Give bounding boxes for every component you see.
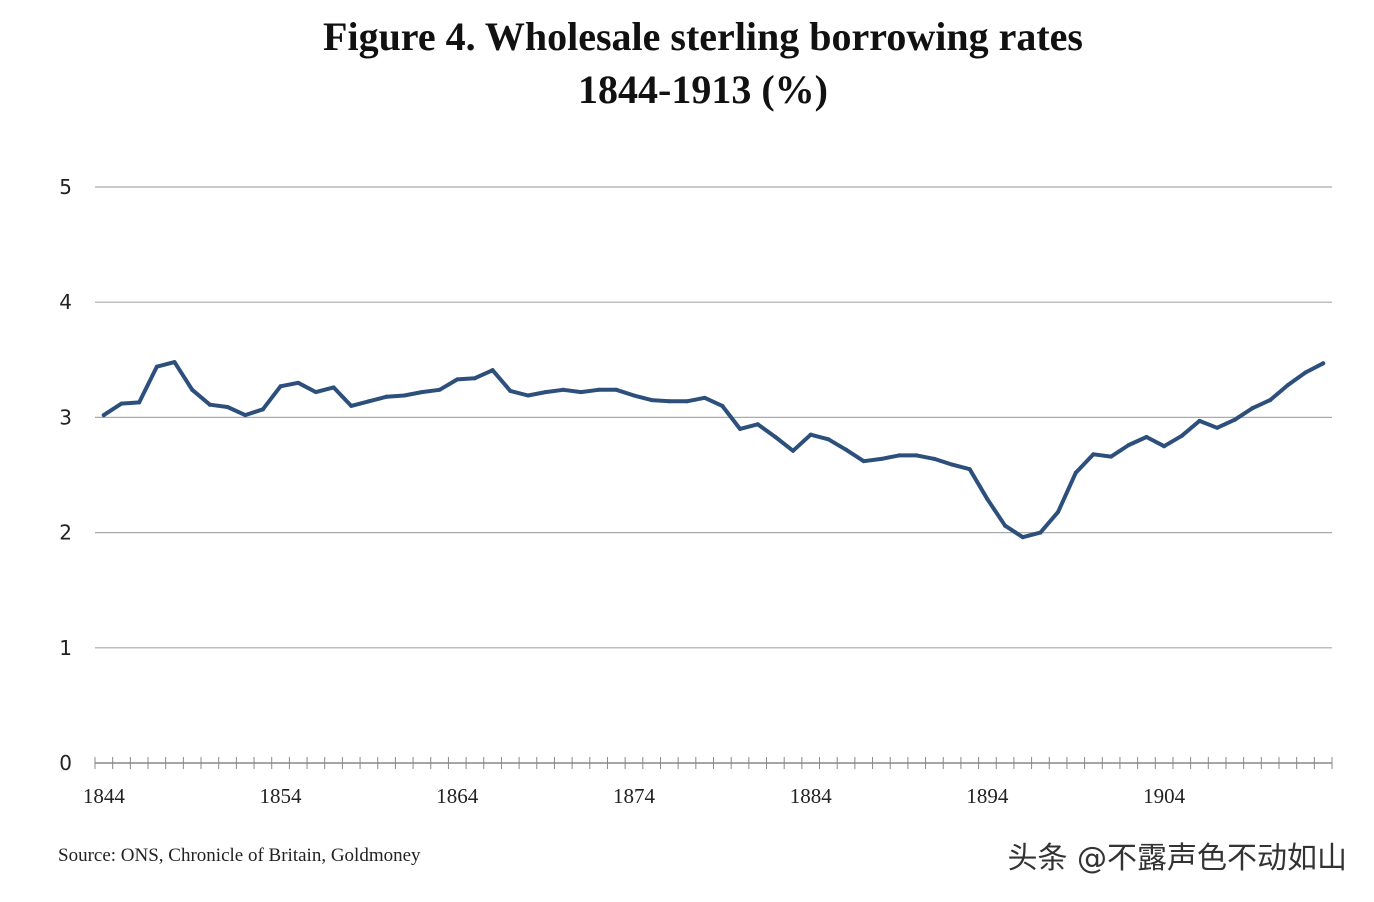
data-point (137, 400, 142, 405)
data-point (826, 437, 831, 442)
data-point (808, 432, 813, 437)
data-point (897, 453, 902, 458)
data-point (1321, 361, 1326, 366)
data-point (950, 462, 955, 467)
data-point (596, 387, 601, 392)
data-point (1285, 383, 1290, 388)
y-tick-label: 4 (59, 290, 72, 314)
data-point (879, 456, 884, 461)
x-axis: 1844 1854 1864 1874 1884 1894 1904 (83, 757, 1333, 808)
y-tick-label: 1 (59, 636, 72, 660)
data-point (402, 393, 407, 398)
y-tick-label: 2 (59, 521, 72, 545)
data-point (649, 398, 654, 403)
data-point (1268, 398, 1273, 403)
data-point (1232, 417, 1237, 422)
series-line-0 (101, 360, 1326, 540)
data-point (738, 426, 743, 431)
y-tick-label: 5 (59, 175, 72, 199)
data-point (667, 399, 672, 404)
data-point (773, 434, 778, 439)
data-point (437, 387, 442, 392)
x-tick-label: 1904 (1143, 784, 1186, 808)
data-point (1197, 418, 1202, 423)
data-point (366, 399, 371, 404)
data-point (1003, 523, 1008, 528)
data-point (278, 384, 283, 389)
data-point (419, 390, 424, 395)
data-point (1109, 454, 1114, 459)
data-point (472, 376, 477, 381)
gridlines (95, 186, 1332, 649)
chart-title-line-2: 1844-1913 (%) (578, 67, 828, 112)
data-point (985, 497, 990, 502)
y-tick-label: 0 (59, 751, 72, 775)
data-point (1250, 406, 1255, 411)
data-point (1038, 530, 1043, 535)
data-point (190, 387, 195, 392)
x-tick-label: 1864 (436, 784, 479, 808)
chart-title-line-1: Figure 4. Wholesale sterling borrowing r… (323, 14, 1083, 59)
data-point (861, 459, 866, 464)
data-point (225, 405, 230, 410)
data-point (614, 387, 619, 392)
watermark: 头条 @不露声色不动如山 (1007, 841, 1347, 876)
data-point (313, 390, 318, 395)
data-point (331, 385, 336, 390)
data-point (207, 402, 212, 407)
data-point (791, 448, 796, 453)
data-point (101, 413, 106, 418)
data-point (119, 401, 124, 406)
data-point (525, 393, 530, 398)
data-point (508, 388, 513, 393)
data-point (260, 407, 265, 412)
data-point (490, 368, 495, 373)
data-point (561, 387, 566, 392)
source-note: Source: ONS, Chronicle of Britain, Goldm… (58, 845, 421, 866)
data-point (755, 422, 760, 427)
data-point (631, 393, 636, 398)
data-point (702, 395, 707, 400)
data-point (1303, 370, 1308, 375)
data-point (455, 377, 460, 382)
y-tick-label: 3 (59, 405, 72, 429)
data-point (720, 403, 725, 408)
data-point (932, 456, 937, 461)
data-point (967, 467, 972, 472)
data-point (154, 364, 159, 369)
x-tick-label: 1844 (83, 784, 126, 808)
data-point (914, 453, 919, 458)
x-tick-label: 1854 (260, 784, 303, 808)
data-point (1091, 452, 1096, 457)
data-point (1073, 470, 1078, 475)
data-point (543, 390, 548, 395)
series-group (101, 360, 1326, 540)
x-tick-label: 1874 (613, 784, 656, 808)
data-point (172, 360, 177, 365)
data-point (1056, 509, 1061, 514)
data-point (243, 413, 248, 418)
data-point (1179, 433, 1184, 438)
y-axis: 0 1 2 3 4 5 (59, 175, 72, 775)
data-point (1020, 535, 1025, 540)
data-point (1215, 425, 1220, 430)
data-point (684, 399, 689, 404)
data-point (296, 380, 301, 385)
x-tick-label: 1884 (790, 784, 833, 808)
data-point (1162, 444, 1167, 449)
x-tick-label: 1894 (966, 784, 1009, 808)
data-point (578, 390, 583, 395)
data-point (384, 394, 389, 399)
data-point (844, 447, 849, 452)
data-point (1126, 443, 1131, 448)
data-point (1144, 434, 1149, 439)
data-point (349, 403, 354, 408)
